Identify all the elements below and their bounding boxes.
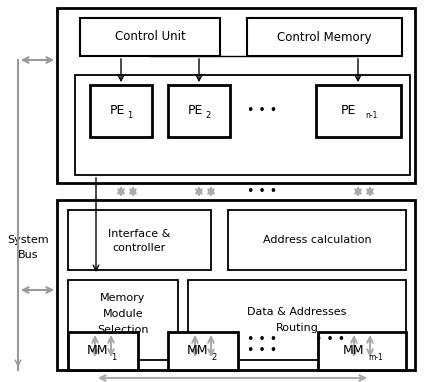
Text: MM: MM: [343, 345, 365, 358]
Text: 1: 1: [111, 353, 116, 361]
Text: 2: 2: [211, 353, 217, 361]
Text: 2: 2: [205, 112, 211, 120]
Bar: [90, 85, 152, 137]
Text: • • •: • • •: [315, 333, 345, 346]
Text: Control Unit: Control Unit: [115, 31, 185, 44]
Text: n-1: n-1: [366, 112, 378, 120]
Bar: [57, 200, 415, 370]
Text: System: System: [7, 235, 49, 245]
Text: Routing: Routing: [275, 323, 318, 333]
Bar: [316, 85, 401, 137]
Text: PE: PE: [109, 105, 125, 118]
Bar: [68, 280, 178, 360]
Text: Data & Addresses: Data & Addresses: [247, 307, 347, 317]
Text: PE: PE: [341, 105, 356, 118]
Text: • • •: • • •: [247, 105, 277, 118]
Bar: [168, 332, 238, 370]
Text: Interface &: Interface &: [108, 229, 171, 239]
Text: Control Memory: Control Memory: [277, 31, 372, 44]
Text: controller: controller: [113, 243, 166, 253]
Text: MM: MM: [187, 345, 209, 358]
Bar: [318, 332, 406, 370]
Bar: [228, 210, 406, 270]
Bar: [68, 210, 211, 270]
Bar: [247, 18, 402, 56]
Text: Memory: Memory: [100, 293, 146, 303]
Text: MM: MM: [87, 345, 109, 358]
Bar: [68, 332, 138, 370]
Text: Selection: Selection: [97, 325, 149, 335]
Text: • • •: • • •: [247, 345, 277, 358]
Text: Bus: Bus: [18, 250, 38, 260]
Text: Module: Module: [103, 309, 143, 319]
Text: 1: 1: [128, 112, 133, 120]
Text: • • •: • • •: [247, 333, 277, 346]
Text: m-1: m-1: [368, 353, 383, 361]
Bar: [80, 18, 220, 56]
Text: PE: PE: [187, 105, 203, 118]
Text: • • •: • • •: [247, 185, 277, 198]
Bar: [57, 8, 415, 183]
Bar: [168, 85, 230, 137]
Bar: [75, 75, 410, 175]
Text: Address calculation: Address calculation: [263, 235, 371, 245]
Bar: [188, 280, 406, 360]
